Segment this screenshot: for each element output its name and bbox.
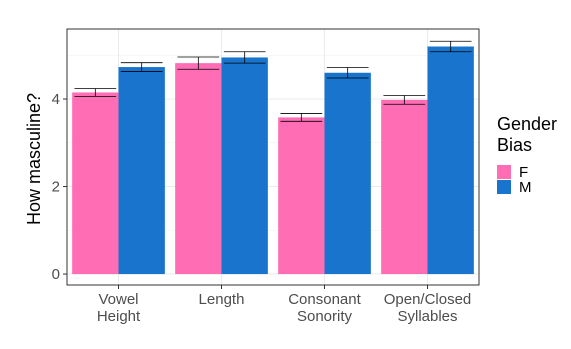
bar-f	[381, 99, 428, 275]
bar-m	[324, 72, 371, 275]
x-tick-label: Open/Closed Syllables	[384, 291, 472, 325]
bar-f	[72, 92, 119, 275]
y-tick-label: 0	[52, 266, 60, 283]
x-tick-label: Vowel Height	[97, 291, 141, 325]
y-axis-title: How masculine?	[24, 93, 44, 225]
error-bars-layer	[74, 40, 472, 122]
y-tick-label: 4	[52, 91, 60, 108]
bar-m	[118, 67, 165, 275]
x-tick-label: Length	[199, 291, 245, 308]
legend-title: Gender Bias	[497, 114, 557, 155]
legend-key-f	[497, 165, 511, 179]
bars-layer	[72, 46, 474, 275]
bar-f	[278, 117, 325, 275]
bar-m	[427, 46, 474, 275]
legend-label-m: M	[519, 179, 532, 196]
x-tick-label: Consonant Sonority	[288, 291, 361, 325]
y-tick-label: 2	[52, 179, 60, 196]
axes-layer: 0 2 4 Vowel Height Length Consonant Sonority Ope…	[52, 28, 480, 325]
bar-f	[175, 63, 222, 275]
bar-m	[221, 57, 268, 275]
legend-key-m	[497, 180, 511, 194]
legend: Gender Bias FM	[497, 114, 557, 196]
panel-border	[66, 28, 480, 286]
legend-label-f: F	[519, 164, 528, 181]
